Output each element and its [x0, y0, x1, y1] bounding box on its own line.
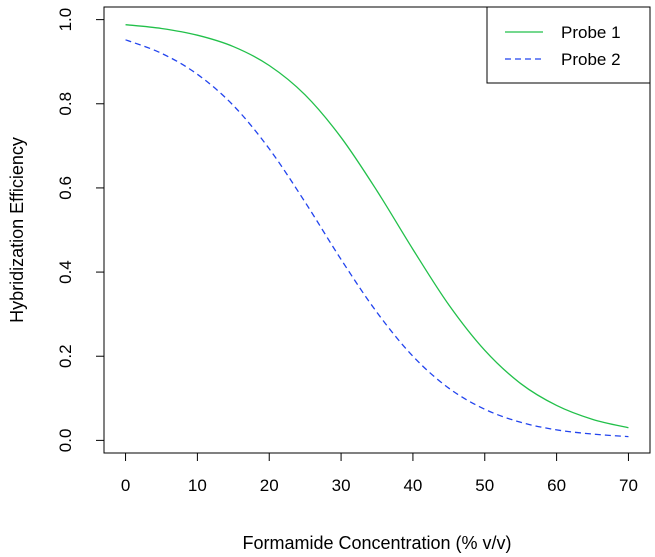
y-tick-label: 0.4 [56, 260, 75, 284]
x-tick-label: 50 [475, 476, 494, 495]
legend-box [486, 6, 651, 84]
series-layer [125, 24, 629, 438]
y-tick-label: 0.0 [56, 429, 75, 453]
legend-label-probe-1: Probe 1 [561, 23, 621, 42]
x-tick-label: 60 [547, 476, 566, 495]
series-line-2 [125, 39, 629, 438]
x-tick-label: 10 [188, 476, 207, 495]
x-tick-label: 40 [403, 476, 422, 495]
series-line-1 [125, 24, 629, 429]
x-tick-label: 0 [121, 476, 130, 495]
y-tick-label: 0.8 [56, 92, 75, 116]
y-axis-title: Hybridization Efficiency [7, 137, 27, 323]
x-tick-label: 30 [332, 476, 351, 495]
legend: Probe 1 Probe 2 [486, 6, 651, 84]
x-tick-label: 70 [619, 476, 638, 495]
y-tick-label: 0.2 [56, 344, 75, 368]
y-tick-label: 0.6 [56, 176, 75, 200]
x-axis: 0 10 20 30 40 50 60 70 [121, 453, 638, 495]
y-tick-label: 1.0 [56, 8, 75, 32]
y-axis: 0.0 0.2 0.4 0.6 0.8 1.0 [56, 8, 104, 452]
x-tick-label: 20 [260, 476, 279, 495]
legend-label-probe-2: Probe 2 [561, 50, 621, 69]
x-axis-title: Formamide Concentration (% v/v) [242, 533, 511, 553]
plot-frame [103, 6, 651, 454]
